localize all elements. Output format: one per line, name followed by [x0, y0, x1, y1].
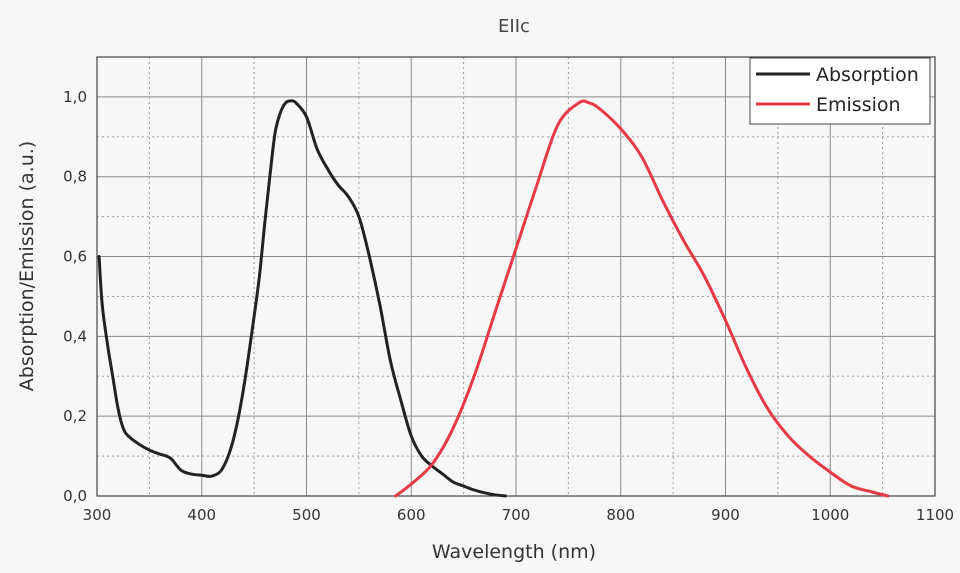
series-line-absorption: [97, 99, 507, 498]
tick-labels: 300 400 500 600 700 800 900 1000 1100 0,0 0,2 0,4 0,…: [63, 88, 954, 524]
y-tick-label: 0,6: [63, 248, 87, 266]
plot-frame: [96, 56, 936, 497]
grid: [97, 57, 935, 496]
x-tick-label: 1100: [916, 506, 954, 524]
x-tick-label: 800: [606, 506, 635, 524]
x-tick-label: 1000: [811, 506, 849, 524]
y-axis-title: Absorption/Emission (a.u.): [16, 141, 38, 391]
chart-title: EIIc: [498, 16, 530, 37]
legend-label-emission: Emission: [816, 94, 901, 116]
x-tick-label: 900: [711, 506, 740, 524]
y-tick-label: 0,2: [63, 407, 87, 425]
legend-label-absorption: Absorption: [816, 64, 919, 86]
series-line-emission: [394, 99, 890, 498]
x-tick-label: 300: [83, 506, 112, 524]
x-tick-label: 600: [397, 506, 426, 524]
y-tick-label: 0,8: [63, 168, 87, 186]
y-tick-label: 0,0: [63, 487, 87, 505]
y-tick-label: 0,4: [63, 327, 87, 345]
x-tick-label: 500: [292, 506, 321, 524]
x-axis-title: Wavelength (nm): [432, 541, 596, 563]
x-tick-label: 400: [187, 506, 216, 524]
x-tick-label: 700: [502, 506, 531, 524]
series-layer: [97, 99, 890, 498]
y-tick-label: 1,0: [63, 88, 87, 106]
legend-box: [749, 57, 931, 125]
legend: Absorption Emission: [749, 57, 931, 125]
